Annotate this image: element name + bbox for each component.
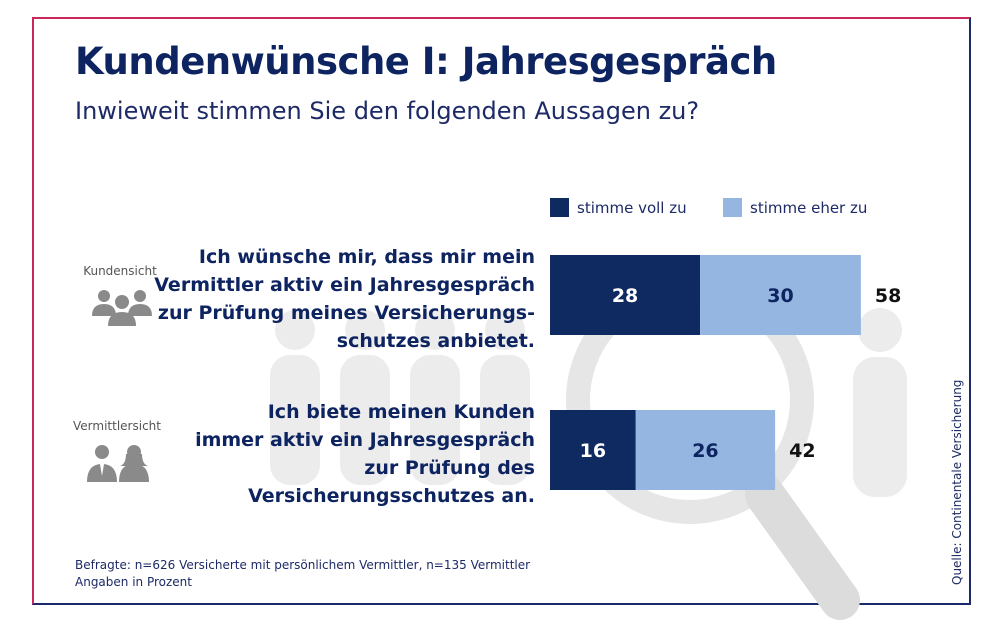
statement-line: zur Prüfung des xyxy=(364,457,535,479)
group-people-icon xyxy=(92,290,152,326)
statement-line: immer aktiv ein Jahresgespräch xyxy=(195,429,535,451)
footnote: Befragte: n=626 Versicherte mit persönli… xyxy=(75,557,530,591)
footnote-unit: Angaben in Prozent xyxy=(75,575,192,589)
source-label: Quelle: Continentale Versicherung xyxy=(950,379,964,585)
legend-label-voll: stimme voll zu xyxy=(577,198,687,217)
bar-segment xyxy=(550,410,636,490)
statement-vermittlersicht: Ich biete meinen Kunden immer aktiv ein … xyxy=(195,398,535,510)
bar-value-label: 28 xyxy=(612,285,638,307)
bar-total-label: 58 xyxy=(875,285,901,307)
legend-swatch-voll xyxy=(550,198,569,217)
page-subtitle: Inwieweit stimmen Sie den folgenden Auss… xyxy=(75,97,700,125)
chart-frame xyxy=(32,17,971,605)
side-label-vermittlersicht: Vermittlersicht xyxy=(73,419,161,433)
legend-item-voll: stimme voll zu xyxy=(550,198,687,217)
legend-swatch-eher xyxy=(723,198,742,217)
statement-kundensicht: Ich wünsche mir, dass mir mein Vermittle… xyxy=(154,243,535,355)
footnote-sample: Befragte: n=626 Versicherte mit persönli… xyxy=(75,558,531,572)
bar-segment xyxy=(635,410,776,490)
statement-line: Vermittler aktiv ein Jahresgespräch xyxy=(154,274,535,296)
side-label-kundensicht: Kundensicht xyxy=(83,264,157,278)
agents-icon xyxy=(87,445,149,482)
bar-segment xyxy=(700,255,861,335)
legend-item-eher: stimme eher zu xyxy=(723,198,867,217)
statement-line: Ich biete meinen Kunden xyxy=(267,401,535,423)
bar-segment xyxy=(550,255,701,335)
statement-line: zur Prüfung meines Versicherungs- xyxy=(157,302,535,324)
bar-value-label: 30 xyxy=(767,285,793,307)
bar-value-label: 16 xyxy=(580,440,606,462)
bar-total-label: 42 xyxy=(789,440,815,462)
statement-line: schutzes anbietet. xyxy=(336,330,535,352)
bar-value-label: 26 xyxy=(692,440,718,462)
legend-label-eher: stimme eher zu xyxy=(750,198,868,217)
statement-line: Versicherungsschutzes an. xyxy=(248,485,535,507)
statement-line: Ich wünsche mir, dass mir mein xyxy=(198,246,535,268)
page-title: Kundenwünsche I: Jahresgespräch xyxy=(75,40,777,83)
